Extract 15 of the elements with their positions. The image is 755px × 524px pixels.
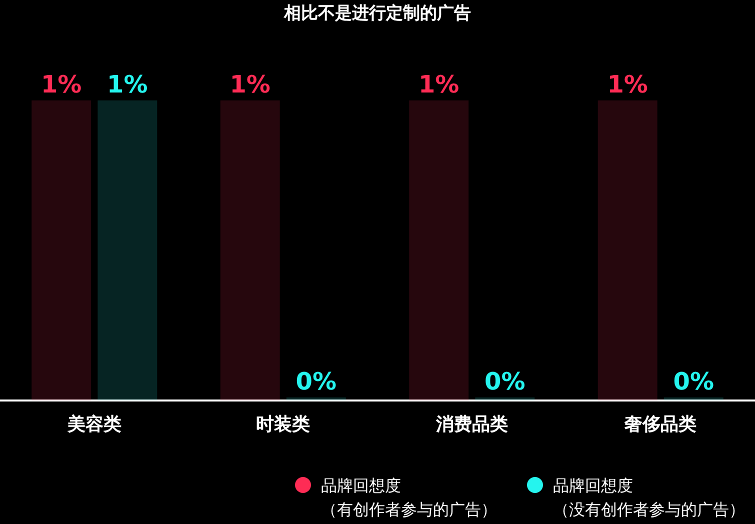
data-label: 1% [40,70,82,99]
x-tick-label: 奢侈品类 [624,414,697,435]
x-tick-label: 消费品类 [434,414,508,435]
data-label: 0% [296,368,337,396]
data-label: 1% [418,70,460,99]
x-tick-label: 美容类 [66,414,122,435]
x-tick-label: 时装类 [256,414,310,435]
data-label: 1% [107,70,148,99]
data-label: 0% [484,368,526,396]
data-label: 1% [607,70,648,99]
legend-label: 品牌回想度（有创作者参与的广告） [321,476,497,519]
data-label: 1% [230,70,270,99]
data-label: 0% [673,368,714,396]
chart-title: 相比不是进行定制的广告 [283,4,471,24]
legend-label: 品牌回想度（没有创作者参与的广告） [553,476,745,519]
